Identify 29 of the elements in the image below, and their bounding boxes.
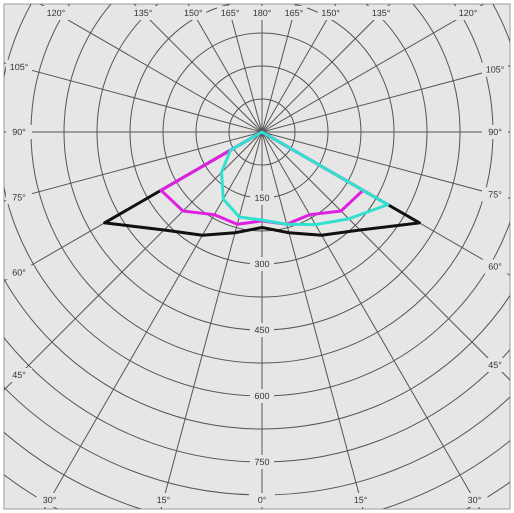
spoke-label: 180°: [252, 8, 272, 18]
spoke-label: 135°: [134, 8, 153, 18]
spoke-label: 165°: [284, 8, 304, 18]
spoke-label: 30°: [42, 495, 57, 506]
spoke-label: 60°: [12, 267, 26, 278]
y-tick-label: 300: [254, 259, 270, 270]
y-tick-label: 750: [254, 457, 270, 468]
spoke-label: 90°: [488, 127, 502, 138]
spoke-label: 105°: [486, 64, 505, 75]
y-tick-label: 600: [254, 391, 270, 402]
y-tick-label: 150: [254, 193, 270, 204]
spoke-label: 135°: [372, 8, 391, 18]
spoke-label: 75°: [12, 192, 26, 202]
spoke-label: 120°: [458, 8, 478, 18]
spoke-label: 105°: [10, 62, 29, 72]
spoke-label: 120°: [46, 8, 66, 18]
spoke-label: 45°: [12, 370, 26, 380]
spoke-label: 30°: [468, 495, 482, 506]
spoke-label: 0°: [258, 495, 267, 506]
y-tick-label: 450: [254, 325, 270, 336]
spoke-label: 150°: [184, 8, 203, 18]
spoke-label: 45°: [488, 360, 502, 370]
spoke-label: 90°: [12, 127, 26, 138]
spoke-label: 150°: [321, 8, 340, 18]
spoke-label: 165°: [220, 8, 240, 18]
spoke-label: 60°: [488, 262, 502, 272]
spoke-label: 15°: [354, 495, 368, 506]
spoke-label: 75°: [488, 190, 502, 200]
spoke-label: 15°: [156, 495, 171, 506]
